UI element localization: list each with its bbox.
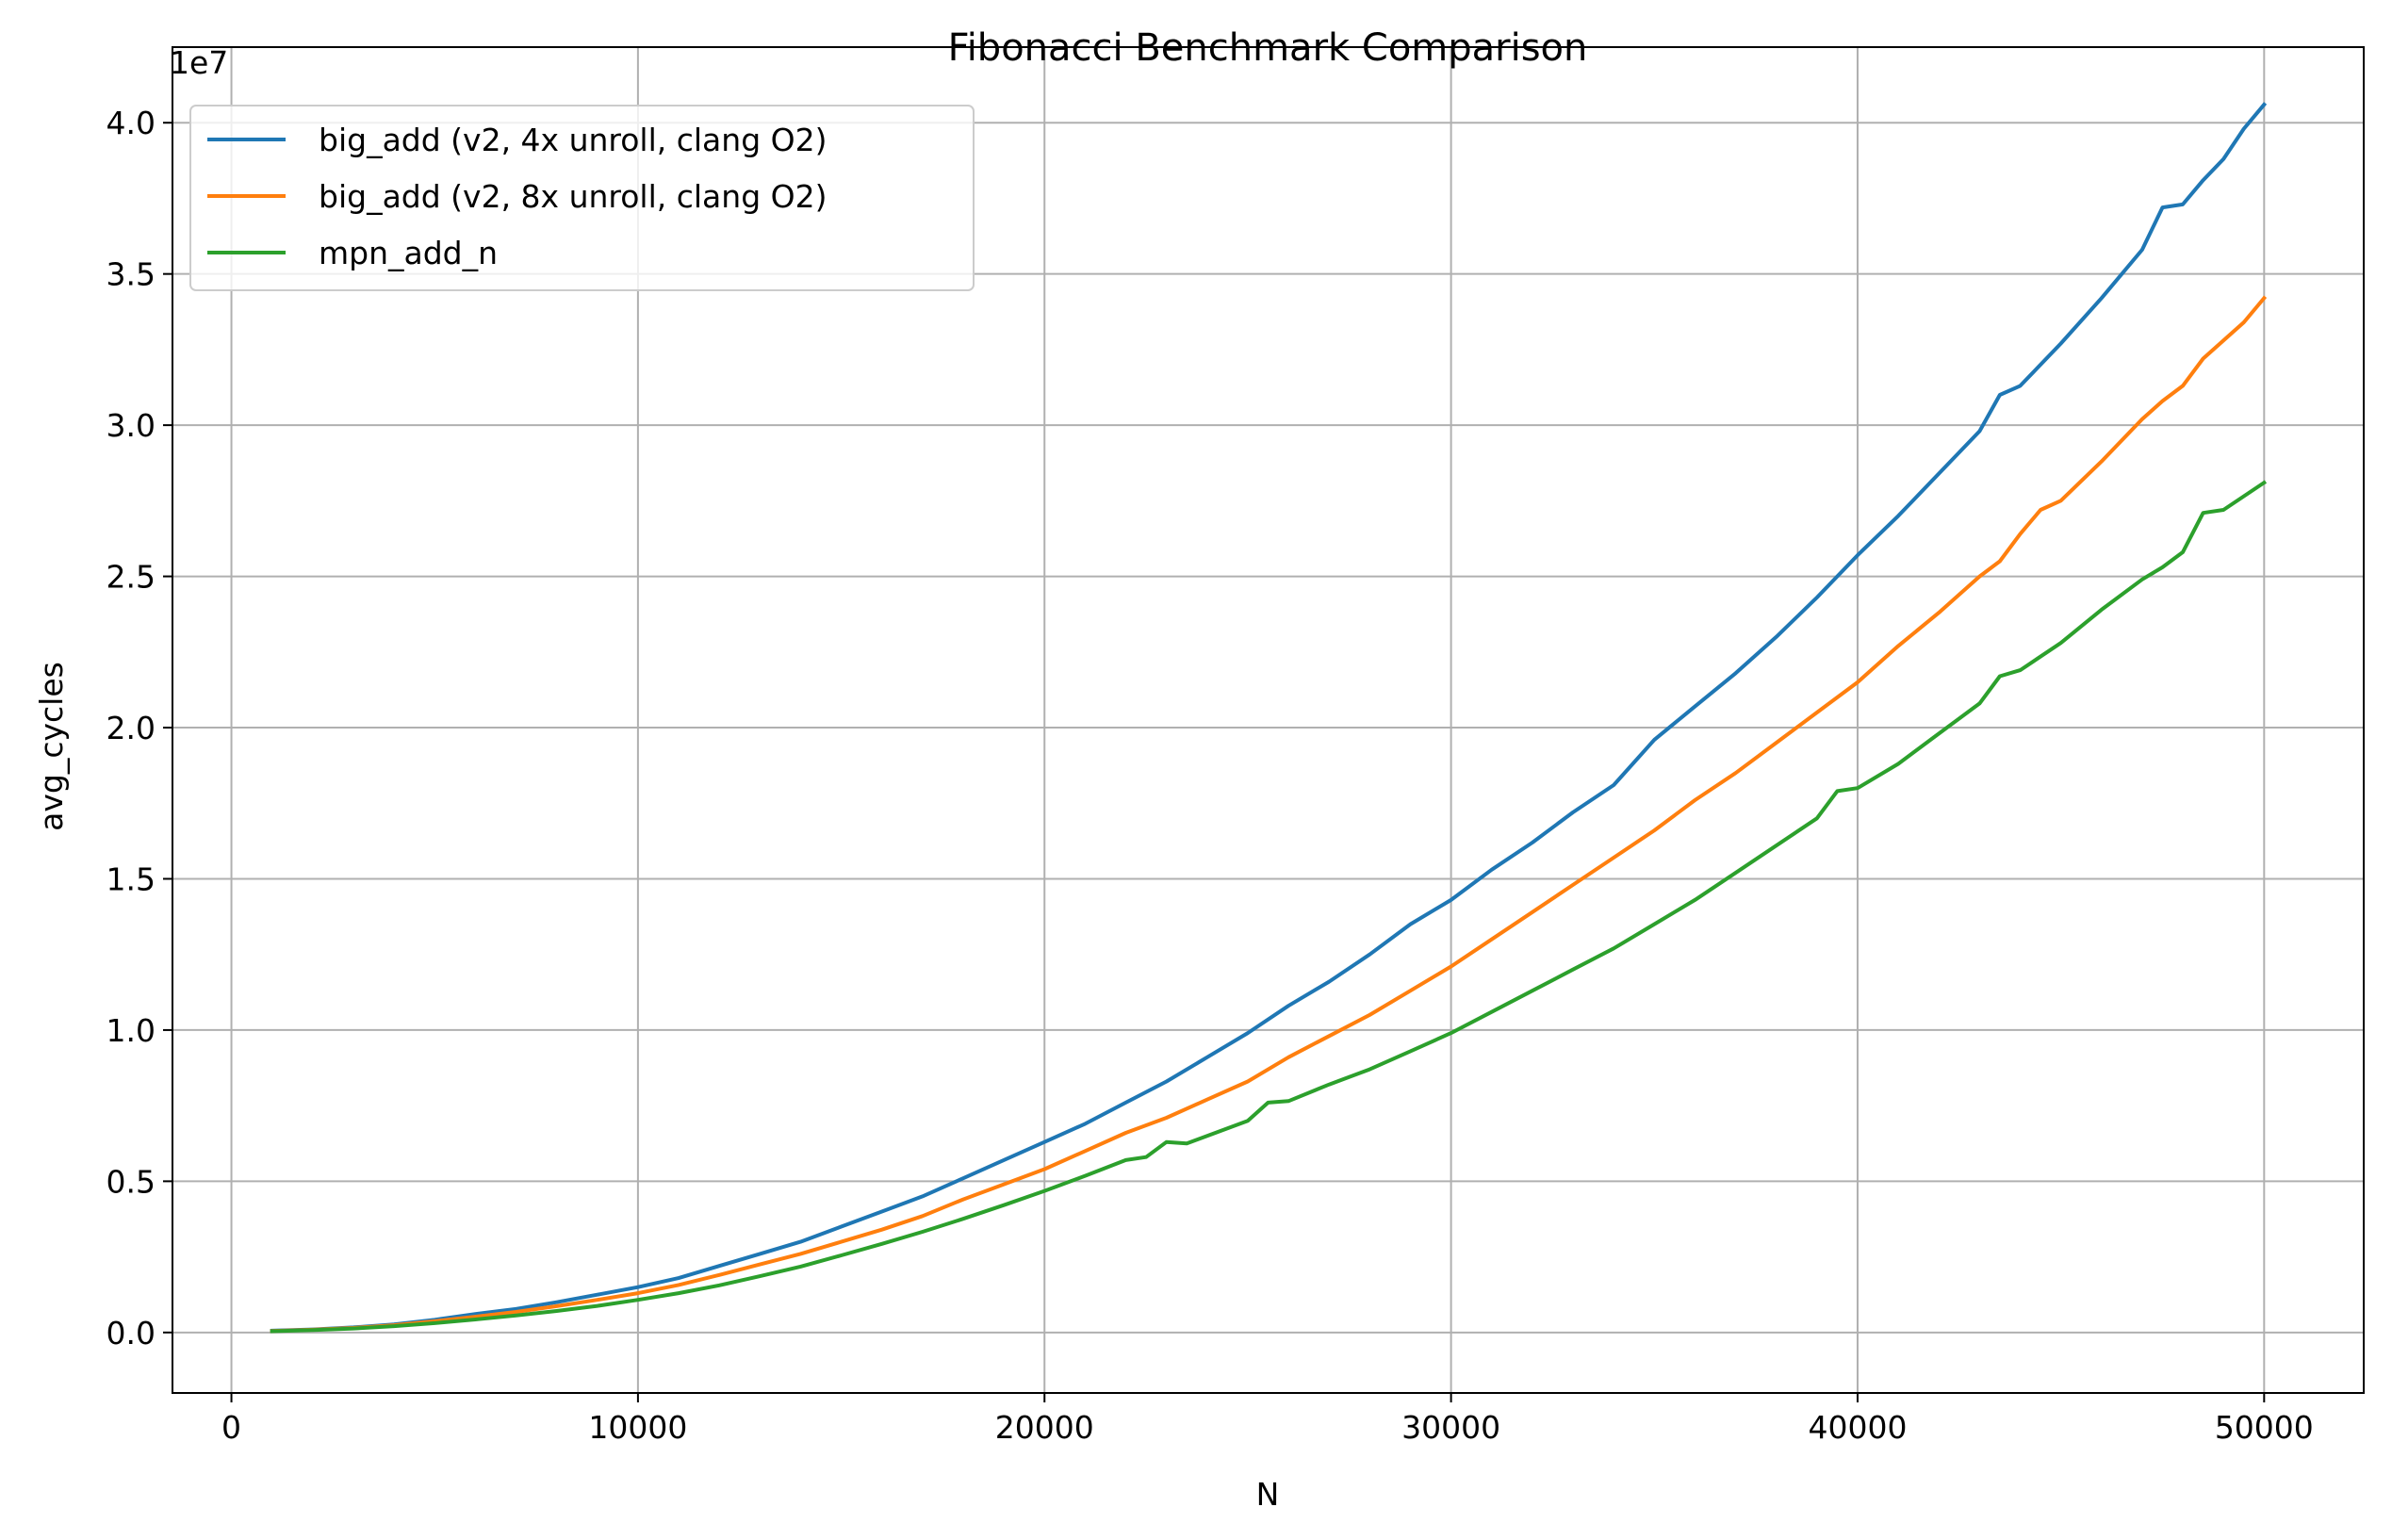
series-3 [270,480,2268,1334]
legend-item: mpn_add_n [207,235,498,271]
x-tick-label: 0 [221,1409,241,1446]
y-tick-label: 0.5 [106,1163,156,1200]
x-tick-label: 50000 [2215,1409,2314,1446]
legend-label: big_add (v2, 8x unroll, clang O2) [319,178,827,215]
series-line [270,480,2268,1334]
legend-label: big_add (v2, 4x unroll, clang O2) [319,122,827,158]
x-tick-label: 20000 [995,1409,1094,1446]
x-axis-ticks: 0 10000 20000 30000 40000 50000 [221,1393,2314,1446]
y-axis-offset-label: 1e7 [170,44,228,81]
grid-lines [172,47,2364,1393]
y-tick-label: 1.5 [106,860,156,897]
series-2 [270,295,2268,1334]
y-tick-label: 4.0 [106,105,156,141]
x-tick-label: 30000 [1401,1409,1500,1446]
y-tick-label: 3.0 [106,407,156,444]
series-1 [270,102,2268,1333]
legend-item: big_add (v2, 4x unroll, clang O2) [207,122,827,158]
legend-box [189,105,975,291]
legend-label: mpn_add_n [319,235,498,271]
y-tick-label: 3.5 [106,256,156,293]
y-axis-label: avg_cycles [33,662,70,831]
y-tick-label: 2.0 [106,710,156,746]
y-axis-ticks: 0.0 0.5 1.0 1.5 2.0 2.5 3.0 3.5 4.0 [106,105,172,1352]
legend-item: big_add (v2, 8x unroll, clang O2) [207,178,827,215]
chart-title: Fibonacci Benchmark Comparison [948,26,1588,70]
y-tick-label: 2.5 [106,559,156,596]
x-axis-label: N [1256,1476,1280,1513]
y-tick-label: 1.0 [106,1012,156,1049]
series-line [270,102,2268,1333]
plot-series [270,102,2268,1334]
series-line [270,295,2268,1334]
x-tick-label: 40000 [1808,1409,1907,1446]
x-tick-label: 10000 [588,1409,687,1446]
plot-frame [172,46,2365,1394]
legend: big_add (v2, 4x unroll, clang O2) big_add… [189,105,975,291]
y-tick-label: 0.0 [106,1315,156,1352]
